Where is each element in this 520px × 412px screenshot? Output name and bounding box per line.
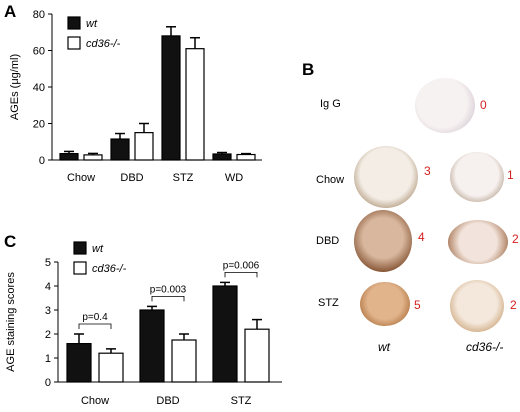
score-stz-wt: 5 xyxy=(414,298,421,312)
legend-swatch xyxy=(67,36,81,50)
bar-wt-DBD xyxy=(110,138,130,161)
bar-wt-DBD xyxy=(139,309,165,383)
y-axis-label: AGE staining scores xyxy=(5,272,17,372)
significance-bracket xyxy=(224,272,258,278)
bar-wt-STZ xyxy=(212,285,238,383)
y-axis-label: AGEs (μg/ml) xyxy=(9,54,21,120)
chart-c: 0 1 2 3 4 5 AGE staining scores Chow DBD STZ wt cd3… xyxy=(5,241,282,407)
tissue-section-chow-wt xyxy=(354,146,418,208)
row-label-dbd: DBD xyxy=(316,235,340,247)
bar-wt-STZ xyxy=(161,35,181,161)
bar-cd36-/--DBD xyxy=(171,339,197,383)
tissue-section-dbd-cd36 xyxy=(448,220,508,264)
score-stz-cd36: 2 xyxy=(510,298,517,312)
legend-label: wt xyxy=(86,18,98,30)
x-tick-label: Chow xyxy=(81,395,109,407)
score-chow-wt: 3 xyxy=(424,164,431,178)
bar-cd36-/--WD xyxy=(236,153,256,161)
p-value-label: p=0.4 xyxy=(82,312,108,323)
score-chow-cd36: 1 xyxy=(507,168,514,182)
bar-wt-WD xyxy=(212,153,232,161)
significance-bracket xyxy=(78,323,112,329)
panel-label-c: C xyxy=(4,232,17,251)
y-tick-label: 3 xyxy=(45,305,51,317)
y-tick-label: 2 xyxy=(45,329,51,341)
column-label-cd36: cd36-/- xyxy=(466,340,504,354)
panel-label-b: B xyxy=(302,60,315,79)
bar-cd36-/--STZ xyxy=(244,328,270,383)
bar-wt-Chow xyxy=(59,153,79,161)
column-label-wt: wt xyxy=(378,340,390,354)
y-tick-label: 20 xyxy=(33,119,45,131)
x-tick-label: STZ xyxy=(173,172,194,184)
y-tick-label: 5 xyxy=(45,257,51,269)
score-igg-cd36: 0 xyxy=(480,98,487,112)
score-dbd-wt: 4 xyxy=(418,230,425,244)
tissue-section-stz-wt xyxy=(360,282,410,326)
y-tick-label: 4 xyxy=(45,281,51,293)
tissue-section-igg xyxy=(415,78,475,133)
row-label-chow: Chow xyxy=(316,174,345,186)
x-tick-label: DBD xyxy=(156,395,179,407)
tissue-section-chow-cd36 xyxy=(450,152,504,202)
bar-cd36-/--Chow xyxy=(98,352,124,383)
bar-cd36-/--DBD xyxy=(134,132,154,161)
x-tick-label: STZ xyxy=(231,395,252,407)
bar-cd36-/--STZ xyxy=(185,48,205,161)
legend-swatch xyxy=(73,241,87,255)
score-dbd-cd36: 2 xyxy=(512,232,519,246)
y-tick-label: 40 xyxy=(33,82,45,94)
x-tick-label: DBD xyxy=(120,172,143,184)
p-value-label: p=0.006 xyxy=(223,260,260,271)
y-tick-label: 0 xyxy=(45,377,51,389)
bar-wt-Chow xyxy=(66,342,92,383)
x-tick-label: Chow xyxy=(67,172,95,184)
legend-label: wt xyxy=(92,243,104,255)
tissue-section-stz-cd36 xyxy=(450,280,504,332)
chart-a: 0 20 40 60 80 AGEs (μg/ml) Chow DBD STZ WD wt cd36-… xyxy=(9,9,262,184)
bar-cd36-/--Chow xyxy=(83,154,103,161)
row-label-stz: STZ xyxy=(318,297,339,309)
y-tick-label: 60 xyxy=(33,46,45,58)
legend-swatch xyxy=(67,16,81,30)
legend-label: cd36-/- xyxy=(86,38,121,50)
x-tick-label: WD xyxy=(225,172,243,184)
y-tick-label: 1 xyxy=(45,353,51,365)
panel-label-a: A xyxy=(4,2,17,21)
tissue-section-dbd-wt xyxy=(354,210,412,272)
legend-swatch xyxy=(73,261,87,275)
row-label-igg: Ig G xyxy=(320,98,341,110)
p-value-label: p=0.003 xyxy=(150,284,187,295)
significance-bracket xyxy=(151,296,185,302)
y-tick-label: 80 xyxy=(33,9,45,21)
y-tick-label: 0 xyxy=(39,155,45,167)
panel-b-histology: Ig G Chow DBD STZ 0 3 1 4 2 5 2 wt cd36-… xyxy=(300,60,520,412)
legend-label: cd36-/- xyxy=(92,263,127,275)
